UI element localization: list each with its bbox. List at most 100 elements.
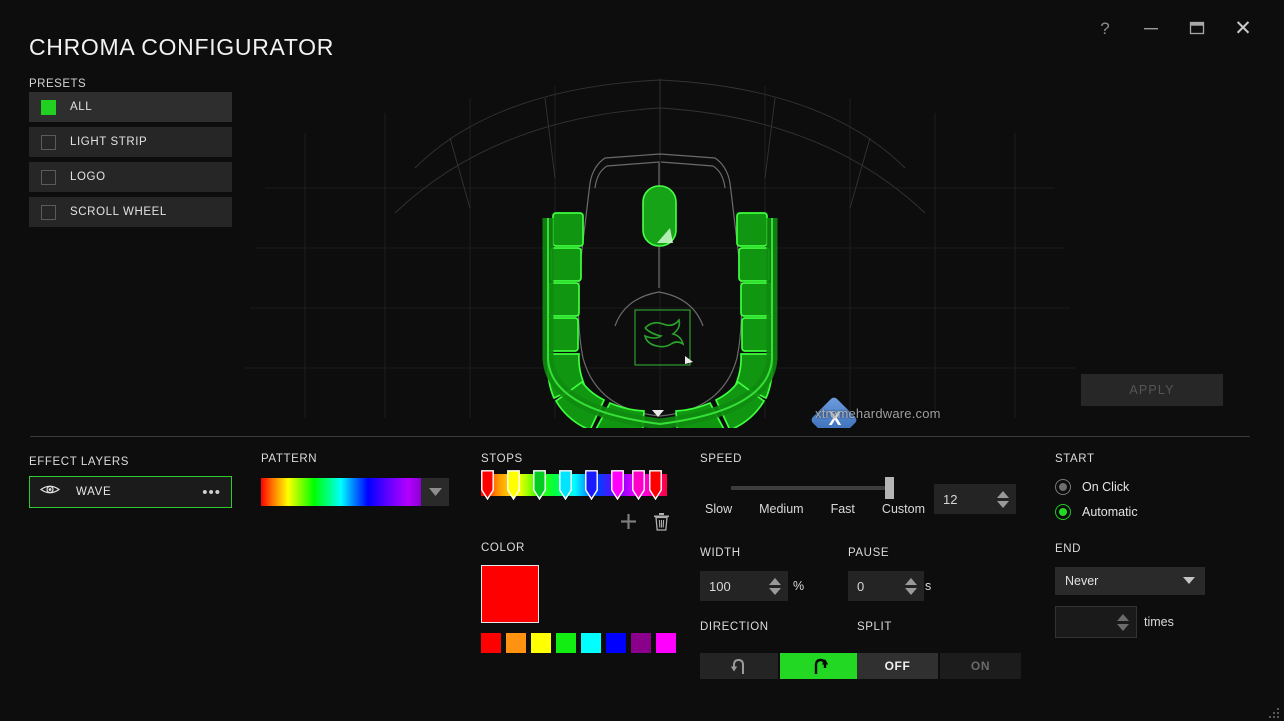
stop-marker-4[interactable] xyxy=(584,470,598,501)
color-swatch-6[interactable] xyxy=(631,633,651,653)
color-swatch-2[interactable] xyxy=(531,633,551,653)
speed-tick-fast[interactable]: Fast xyxy=(830,502,855,516)
stop-marker-2[interactable] xyxy=(532,470,546,501)
checkbox-scroll-wheel[interactable] xyxy=(41,204,56,220)
stepper-down-icon xyxy=(997,500,1009,508)
end-repeat-stepper[interactable] xyxy=(1055,606,1137,638)
watermark-text: xtremehardware.com xyxy=(815,406,941,421)
stepper-down-icon xyxy=(769,587,781,595)
checkbox-all[interactable] xyxy=(41,99,56,115)
stepper-arrows[interactable] xyxy=(769,571,781,601)
stop-marker-5[interactable] xyxy=(610,470,624,501)
start-option-on-click[interactable]: On Click xyxy=(1055,479,1129,495)
stepper-down-icon xyxy=(905,587,917,595)
question-mark-icon: ? xyxy=(1100,18,1110,38)
split-option-off[interactable]: OFF xyxy=(857,653,938,679)
window-controls: ? ✕ xyxy=(1082,12,1266,44)
speed-value: 12 xyxy=(943,491,958,507)
stop-marker-7[interactable] xyxy=(648,470,662,501)
pause-value: 0 xyxy=(857,578,865,594)
title-bar: ? ✕ xyxy=(0,0,1284,58)
watermark-x-icon: X xyxy=(828,409,842,428)
color-swatch-0[interactable] xyxy=(481,633,501,653)
checkbox-logo[interactable] xyxy=(41,169,56,185)
stepper-arrows[interactable] xyxy=(1117,607,1129,637)
color-swatch-5[interactable] xyxy=(606,633,626,653)
end-dropdown[interactable]: Never xyxy=(1055,567,1205,595)
speed-value-stepper[interactable]: 12 xyxy=(934,484,1016,514)
maximize-button[interactable] xyxy=(1174,12,1220,44)
stops-label: STOPS xyxy=(481,453,523,465)
color-swatch-7[interactable] xyxy=(656,633,676,653)
resize-grip[interactable] xyxy=(1268,706,1280,718)
arrow-uturn-right-icon xyxy=(814,658,828,674)
effect-layer-name: WAVE xyxy=(76,486,112,498)
color-swatch-4[interactable] xyxy=(581,633,601,653)
effect-layer-menu-button[interactable]: ••• xyxy=(202,483,221,501)
width-label: WIDTH xyxy=(700,547,741,559)
device-preview[interactable]: X xtremehardware.com xyxy=(245,58,1075,428)
stop-marker-1[interactable] xyxy=(507,470,520,501)
speed-slider-track[interactable] xyxy=(731,486,891,490)
pattern-dropdown[interactable] xyxy=(261,478,449,506)
direction-option-left[interactable] xyxy=(700,653,778,679)
presets-label: PRESETS xyxy=(29,78,87,90)
preset-item-scroll-wheel[interactable]: SCROLL WHEEL xyxy=(29,197,232,227)
radio-automatic[interactable] xyxy=(1055,504,1071,520)
stops-strip[interactable] xyxy=(481,470,667,504)
split-off-label: OFF xyxy=(884,659,911,673)
preset-item-light-strip[interactable]: LIGHT STRIP xyxy=(29,127,232,157)
speed-tick-medium[interactable]: Medium xyxy=(759,502,804,516)
help-button[interactable]: ? xyxy=(1082,12,1128,44)
speed-slider-handle[interactable] xyxy=(884,477,894,499)
stop-marker-6[interactable] xyxy=(631,470,645,501)
pattern-gradient-preview xyxy=(261,478,421,506)
end-repeat-unit: times xyxy=(1144,615,1174,629)
preset-label-light-strip: LIGHT STRIP xyxy=(70,136,148,148)
width-unit: % xyxy=(793,579,805,593)
close-button[interactable]: ✕ xyxy=(1220,12,1266,44)
presets-list: ALL LIGHT STRIP LOGO SCROLL WHEEL xyxy=(29,92,232,232)
plus-icon[interactable] xyxy=(620,513,637,535)
preset-item-logo[interactable]: LOGO xyxy=(29,162,232,192)
stop-marker-3[interactable] xyxy=(558,470,572,501)
preset-item-all[interactable]: ALL xyxy=(29,92,232,122)
end-selected-value: Never xyxy=(1065,574,1099,588)
speed-tick-custom[interactable]: Custom xyxy=(881,502,925,516)
mouse-diagram xyxy=(245,78,1075,428)
width-stepper[interactable]: 100 xyxy=(700,571,788,601)
minimize-button[interactable] xyxy=(1128,12,1174,44)
start-option-automatic[interactable]: Automatic xyxy=(1055,504,1138,520)
eye-icon[interactable] xyxy=(39,483,61,501)
color-swatch-3[interactable] xyxy=(556,633,576,653)
start-automatic-label: Automatic xyxy=(1082,505,1138,519)
direction-option-right[interactable] xyxy=(780,653,858,679)
effect-layer-row-wave[interactable]: WAVE ••• xyxy=(29,476,232,508)
trash-icon[interactable] xyxy=(653,512,670,536)
speed-tick-labels: Slow Medium Fast Custom xyxy=(705,502,925,516)
checkbox-light-strip[interactable] xyxy=(41,134,56,150)
chevron-down-icon[interactable] xyxy=(1183,574,1195,588)
current-color-swatch[interactable] xyxy=(481,565,539,623)
stepper-arrows[interactable] xyxy=(997,484,1009,514)
pause-stepper[interactable]: 0 xyxy=(848,571,924,601)
end-label: END xyxy=(1055,543,1082,555)
split-option-on[interactable]: ON xyxy=(940,653,1021,679)
apply-button[interactable]: APPLY xyxy=(1081,374,1223,406)
razer-logo-icon xyxy=(643,318,685,348)
speed-tick-slow[interactable]: Slow xyxy=(705,502,733,516)
stepper-arrows[interactable] xyxy=(905,571,917,601)
arrow-uturn-left-icon xyxy=(730,658,744,674)
stepper-up-icon xyxy=(769,577,781,585)
color-swatch-1[interactable] xyxy=(506,633,526,653)
split-on-label: ON xyxy=(970,659,991,673)
page-title: CHROMA CONFIGURATOR xyxy=(29,34,335,60)
preset-label-scroll-wheel: SCROLL WHEEL xyxy=(70,206,167,218)
radio-on-click[interactable] xyxy=(1055,479,1071,495)
speed-label: SPEED xyxy=(700,453,742,465)
chevron-down-icon[interactable] xyxy=(421,478,449,506)
color-swatch-row xyxy=(481,633,676,653)
color-label: COLOR xyxy=(481,542,525,554)
stop-marker-0[interactable] xyxy=(481,470,494,501)
